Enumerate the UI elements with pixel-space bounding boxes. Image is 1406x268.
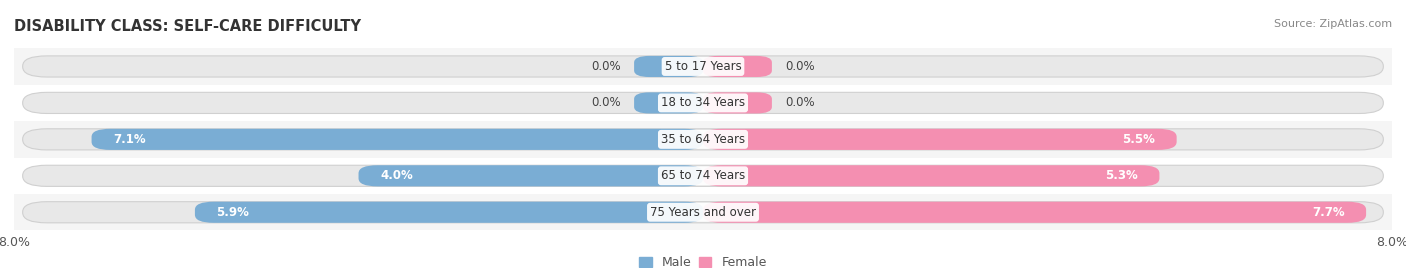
Text: 18 to 34 Years: 18 to 34 Years	[661, 96, 745, 109]
FancyBboxPatch shape	[22, 129, 1384, 150]
FancyBboxPatch shape	[703, 56, 772, 77]
Text: 75 Years and over: 75 Years and over	[650, 206, 756, 219]
Text: 5.3%: 5.3%	[1105, 169, 1137, 182]
FancyBboxPatch shape	[359, 165, 703, 186]
FancyBboxPatch shape	[703, 165, 1160, 186]
FancyBboxPatch shape	[703, 92, 772, 113]
FancyBboxPatch shape	[22, 165, 1384, 186]
Text: 35 to 64 Years: 35 to 64 Years	[661, 133, 745, 146]
Text: 65 to 74 Years: 65 to 74 Years	[661, 169, 745, 182]
FancyBboxPatch shape	[22, 56, 1384, 77]
FancyBboxPatch shape	[634, 92, 703, 113]
FancyBboxPatch shape	[14, 85, 1392, 121]
FancyBboxPatch shape	[14, 121, 1392, 158]
Text: 7.1%: 7.1%	[112, 133, 146, 146]
Legend: Male, Female: Male, Female	[634, 251, 772, 268]
Text: 7.7%: 7.7%	[1312, 206, 1344, 219]
Text: Source: ZipAtlas.com: Source: ZipAtlas.com	[1274, 19, 1392, 29]
Text: DISABILITY CLASS: SELF-CARE DIFFICULTY: DISABILITY CLASS: SELF-CARE DIFFICULTY	[14, 19, 361, 34]
Text: 4.0%: 4.0%	[380, 169, 413, 182]
Text: 0.0%: 0.0%	[785, 60, 814, 73]
Text: 5 to 17 Years: 5 to 17 Years	[665, 60, 741, 73]
FancyBboxPatch shape	[22, 92, 1384, 113]
Text: 0.0%: 0.0%	[592, 60, 621, 73]
Text: 0.0%: 0.0%	[592, 96, 621, 109]
FancyBboxPatch shape	[195, 202, 703, 223]
FancyBboxPatch shape	[703, 202, 1367, 223]
FancyBboxPatch shape	[22, 202, 1384, 223]
FancyBboxPatch shape	[14, 194, 1392, 230]
FancyBboxPatch shape	[634, 56, 703, 77]
FancyBboxPatch shape	[14, 158, 1392, 194]
Text: 5.5%: 5.5%	[1122, 133, 1156, 146]
FancyBboxPatch shape	[14, 48, 1392, 85]
FancyBboxPatch shape	[703, 129, 1177, 150]
FancyBboxPatch shape	[91, 129, 703, 150]
Text: 0.0%: 0.0%	[785, 96, 814, 109]
Text: 5.9%: 5.9%	[217, 206, 249, 219]
